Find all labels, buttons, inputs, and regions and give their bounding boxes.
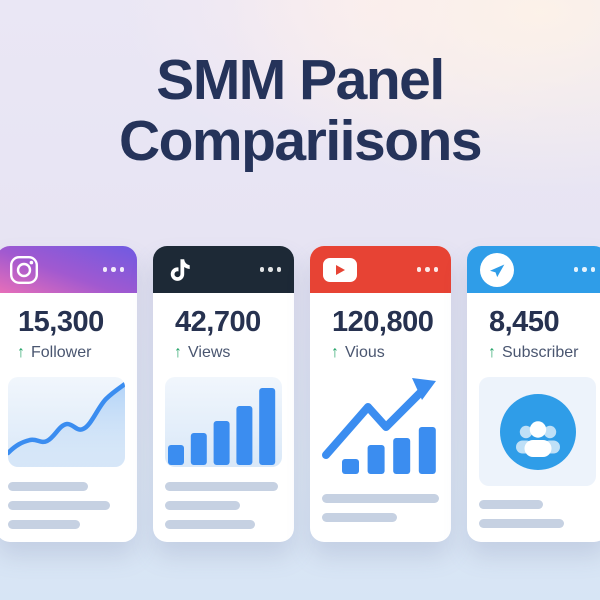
skeleton-text-line <box>322 494 439 503</box>
card-telegram: 8,450 ↑ Subscriber <box>467 246 600 542</box>
card-tiktok: 42,700 ↑ Views <box>153 246 294 542</box>
youtube-card-header <box>310 246 451 293</box>
stat-label-text: Views <box>188 344 231 361</box>
skeleton-text-line <box>479 500 543 509</box>
tiktok-card-header <box>153 246 294 293</box>
trend-arrow-head <box>412 378 436 400</box>
youtube-icon <box>323 257 357 282</box>
line-chart <box>8 377 125 467</box>
growth-arrow-icon: ↑ <box>174 344 182 361</box>
bar <box>236 406 253 465</box>
skeleton-text-line <box>165 520 255 529</box>
bar <box>342 459 359 474</box>
more-options-icon[interactable] <box>573 267 595 272</box>
skeleton-text-line <box>8 482 88 491</box>
bar <box>168 445 184 465</box>
trend-arrow-line <box>322 389 424 459</box>
audience-panel <box>479 377 596 486</box>
skeleton-text-block <box>479 500 596 528</box>
growth-arrow-icon: ↑ <box>17 344 25 361</box>
more-options-icon[interactable] <box>102 267 124 272</box>
skeleton-text-line <box>165 482 278 491</box>
page-title-line2: Compariisons <box>118 109 483 173</box>
cards-row: 15,300 ↑ Follower <box>0 246 600 542</box>
bar-chart <box>165 377 282 467</box>
bar <box>418 427 436 474</box>
telegram-card-header <box>467 246 600 293</box>
skeleton-text-block <box>8 482 125 529</box>
skeleton-text-block <box>165 482 282 529</box>
instagram-card-header <box>0 246 137 293</box>
more-options-icon[interactable] <box>416 267 438 272</box>
skeleton-text-block <box>322 494 439 522</box>
card-instagram: 15,300 ↑ Follower <box>0 246 137 542</box>
bar <box>190 433 207 465</box>
stat-label-text: Subscriber <box>502 344 579 361</box>
bar <box>259 388 276 465</box>
stat-label: ↑ Vious <box>331 342 451 364</box>
stat-value: 42,700 <box>175 306 261 338</box>
page-title: SMM Panel Compariisons <box>0 50 600 172</box>
growth-arrow-icon: ↑ <box>488 344 496 361</box>
audience-group-icon <box>499 393 576 470</box>
skeleton-text-line <box>8 501 110 510</box>
stat-label: ↑ Subscriber <box>488 342 600 364</box>
stat-label: ↑ Follower <box>17 342 137 364</box>
stat-label-text: Vious <box>345 344 385 361</box>
instagram-icon <box>9 255 39 285</box>
skeleton-text-line <box>322 513 397 522</box>
more-options-icon[interactable] <box>259 267 281 272</box>
stat-value: 8,450 <box>489 306 560 338</box>
stat-label: ↑ Views <box>174 342 294 364</box>
bar <box>213 421 230 465</box>
growth-bar-arrow-chart <box>322 377 439 474</box>
stat-value: 120,800 <box>332 306 434 338</box>
growth-arrow-icon: ↑ <box>331 344 339 361</box>
stat-label-text: Follower <box>31 344 92 361</box>
skeleton-text-line <box>165 501 240 510</box>
stat-value: 15,300 <box>18 306 104 338</box>
skeleton-text-line <box>8 520 80 529</box>
tiktok-icon <box>166 256 194 284</box>
page-title-line1: SMM Panel <box>156 48 445 112</box>
skeleton-text-line <box>479 519 564 528</box>
card-youtube: 120,800 ↑ Vious <box>310 246 451 542</box>
telegram-icon <box>480 252 514 287</box>
bar <box>367 445 385 474</box>
bar <box>393 438 411 474</box>
